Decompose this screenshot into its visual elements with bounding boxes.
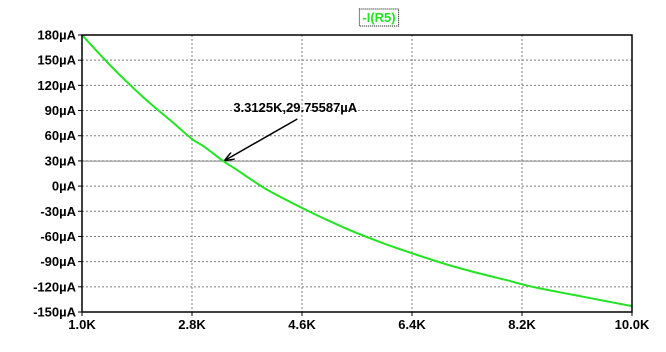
plot-background <box>82 35 632 312</box>
x-tick-label: 2.8K <box>178 317 206 332</box>
x-tick-label: 1.0K <box>68 317 96 332</box>
series-group <box>81 34 633 308</box>
y-ticks: 180µA 150µA 120µA 90µA 60µA 30µA 0µA -30µA -60µA… <box>33 28 82 320</box>
x-tick-label: 10.0K <box>615 317 650 332</box>
x-ticks: 1.0K 2.8K 4.6K 6.4K 8.2K 10.0K <box>68 312 650 332</box>
y-tick-label: 150µA <box>37 53 76 68</box>
y-tick-label: -90µA <box>40 254 76 269</box>
legend-entry[interactable]: -I(R5) <box>362 10 395 25</box>
annotations: 3.3125K,29.75587µA <box>225 100 358 160</box>
series-line <box>81 34 633 308</box>
annotation-label: 3.3125K,29.75587µA <box>233 100 357 115</box>
plot-frame <box>81 34 633 313</box>
y-tick-label: -120µA <box>33 279 77 294</box>
annotation-arrow <box>225 118 298 160</box>
y-tick-label: -150µA <box>33 305 77 320</box>
y-tick-label: 120µA <box>37 78 76 93</box>
y-tick-label: 180µA <box>37 28 76 43</box>
x-tick-label: 8.2K <box>508 317 536 332</box>
y-tick-label: 60µA <box>45 128 77 143</box>
y-tick-label: 30µA <box>45 153 77 168</box>
x-tick-label: 6.4K <box>398 317 426 332</box>
y-tick-label: 0µA <box>52 179 77 194</box>
y-tick-label: -30µA <box>40 204 76 219</box>
y-tick-label: -60µA <box>40 229 76 244</box>
x-tick-label: 4.6K <box>288 317 316 332</box>
legend[interactable]: -I(R5) <box>358 8 400 27</box>
y-tick-label: 90µA <box>45 103 77 118</box>
